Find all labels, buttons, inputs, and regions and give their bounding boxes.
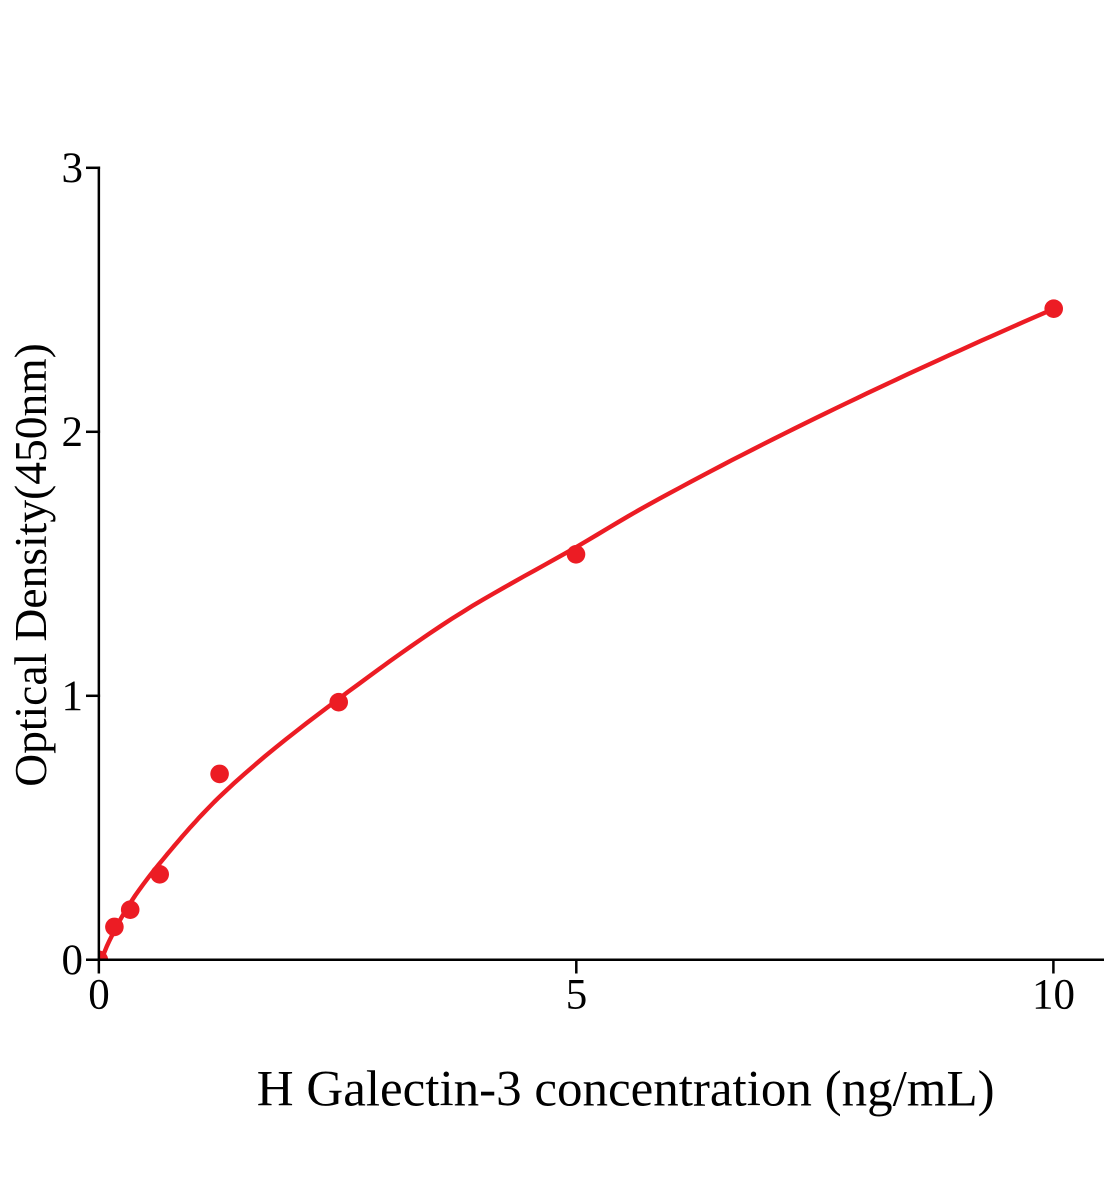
- svg-text:0: 0: [88, 972, 110, 1019]
- svg-text:Optical Density(450nm): Optical Density(450nm): [5, 343, 56, 787]
- svg-text:3: 3: [62, 145, 84, 192]
- svg-text:5: 5: [566, 972, 588, 1019]
- svg-text:1: 1: [62, 673, 84, 720]
- svg-text:2: 2: [62, 409, 84, 456]
- svg-text:H Galectin-3 concentration (ng: H Galectin-3 concentration (ng/mL): [257, 1062, 995, 1118]
- svg-text:10: 10: [1032, 972, 1075, 1019]
- svg-text:0: 0: [62, 937, 84, 984]
